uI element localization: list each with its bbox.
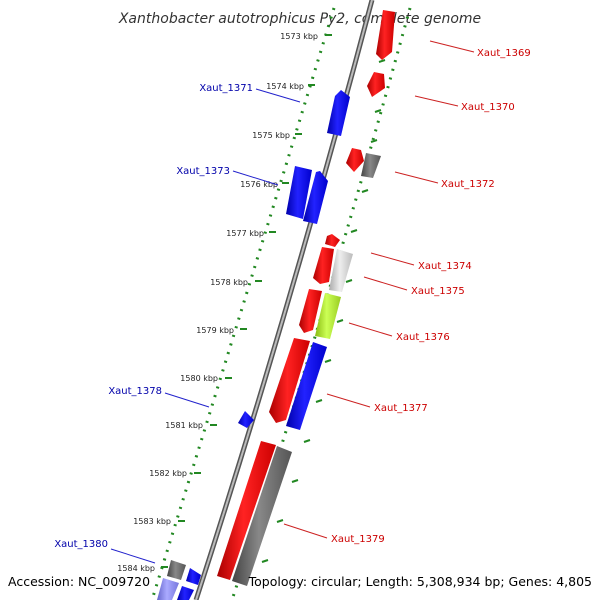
gene-xaut-1379-red[interactable] bbox=[217, 441, 276, 580]
gene-xaut-1376[interactable] bbox=[315, 293, 341, 339]
gene-xaut-1374-arrow[interactable] bbox=[325, 234, 340, 247]
gene-xaut-1376-red[interactable] bbox=[299, 289, 322, 333]
gene-label[interactable]: Xaut_1378 bbox=[108, 386, 162, 397]
gene-xaut-1372-arrow[interactable] bbox=[346, 148, 364, 172]
gene-xaut-1377-red[interactable] bbox=[269, 338, 310, 423]
gene-xaut-1378[interactable] bbox=[238, 411, 254, 428]
gene-label[interactable]: Xaut_1380 bbox=[54, 539, 108, 550]
gene-label[interactable]: Xaut_1374 bbox=[418, 261, 472, 272]
kbp-label: 1579 kbp bbox=[196, 326, 234, 335]
genome-backbone-highlight bbox=[195, 0, 373, 600]
kbp-label: 1584 kbp bbox=[117, 564, 155, 573]
leader-line bbox=[414, 95, 459, 107]
gene-xaut-1371[interactable] bbox=[327, 90, 350, 136]
leader-line bbox=[255, 88, 301, 103]
gene-xaut-1380[interactable] bbox=[186, 568, 201, 585]
forward-genes bbox=[217, 10, 395, 586]
gene-xaut-1377[interactable] bbox=[286, 342, 327, 430]
kbp-label: 1583 kbp bbox=[133, 517, 171, 526]
gene-label[interactable]: Xaut_1377 bbox=[374, 403, 428, 414]
kbp-label: 1581 kbp bbox=[165, 421, 203, 430]
gene-xaut-1369[interactable] bbox=[376, 10, 395, 60]
gene-label[interactable]: Xaut_1369 bbox=[477, 48, 531, 59]
kbp-label: 1580 kbp bbox=[180, 374, 218, 383]
leader-line bbox=[370, 252, 415, 266]
leader-line bbox=[164, 392, 210, 408]
leader-line bbox=[348, 322, 393, 337]
kbp-label: 1577 kbp bbox=[226, 229, 264, 238]
gene-xaut-1380-blue-b[interactable] bbox=[177, 586, 194, 600]
gene-label[interactable]: Xaut_1372 bbox=[441, 179, 495, 190]
gene-label[interactable]: Xaut_1376 bbox=[396, 332, 450, 343]
gene-label[interactable]: Xaut_1371 bbox=[199, 83, 253, 94]
kbp-label: 1575 kbp bbox=[252, 131, 290, 140]
gene-xaut-1370[interactable] bbox=[367, 72, 385, 97]
gene-xaut-1373-b[interactable] bbox=[303, 171, 328, 224]
gene-xaut-1380-grey[interactable] bbox=[167, 560, 186, 580]
gene-labels: Xaut_1369 Xaut_1370 Xaut_1371 Xaut_1372 … bbox=[54, 48, 530, 550]
kbp-scale: 1573 kbp 1574 kbp 1575 kbp 1576 kbp 1577… bbox=[117, 32, 332, 573]
gene-xaut-1372[interactable] bbox=[361, 153, 381, 178]
label-leaders bbox=[110, 40, 475, 564]
gene-label[interactable]: Xaut_1373 bbox=[176, 166, 230, 177]
kbp-label: 1578 kbp bbox=[210, 278, 248, 287]
gene-xaut-1380-lavender[interactable] bbox=[157, 578, 179, 600]
leader-line bbox=[429, 40, 475, 53]
gene-xaut-1374[interactable] bbox=[313, 247, 334, 284]
leader-line bbox=[110, 548, 156, 564]
minor-ticks bbox=[261, 59, 386, 563]
gene-label[interactable]: Xaut_1379 bbox=[331, 534, 385, 545]
reverse-genes bbox=[157, 90, 350, 600]
leader-line bbox=[326, 393, 371, 408]
map-title: Xanthobacter autotrophicus Py2, complete… bbox=[118, 11, 481, 27]
gene-xaut-1379[interactable] bbox=[232, 446, 292, 586]
leader-line bbox=[232, 170, 279, 186]
accession-text: Accession: NC_009720 bbox=[8, 574, 151, 589]
leader-line bbox=[363, 276, 408, 291]
leader-line bbox=[283, 523, 328, 539]
gene-label[interactable]: Xaut_1375 bbox=[411, 286, 465, 297]
leader-line bbox=[394, 171, 439, 184]
kbp-label: 1574 kbp bbox=[266, 82, 304, 91]
gene-label[interactable]: Xaut_1370 bbox=[461, 102, 515, 113]
kbp-label: 1576 kbp bbox=[240, 180, 278, 189]
gene-xaut-1375[interactable] bbox=[329, 249, 353, 292]
kbp-label: 1573 kbp bbox=[280, 32, 318, 41]
genome-summary-text: Topology: circular; Length: 5,308,934 bp… bbox=[248, 574, 592, 589]
kbp-label: 1582 kbp bbox=[149, 469, 187, 478]
gene-xaut-1373-a[interactable] bbox=[286, 166, 312, 219]
